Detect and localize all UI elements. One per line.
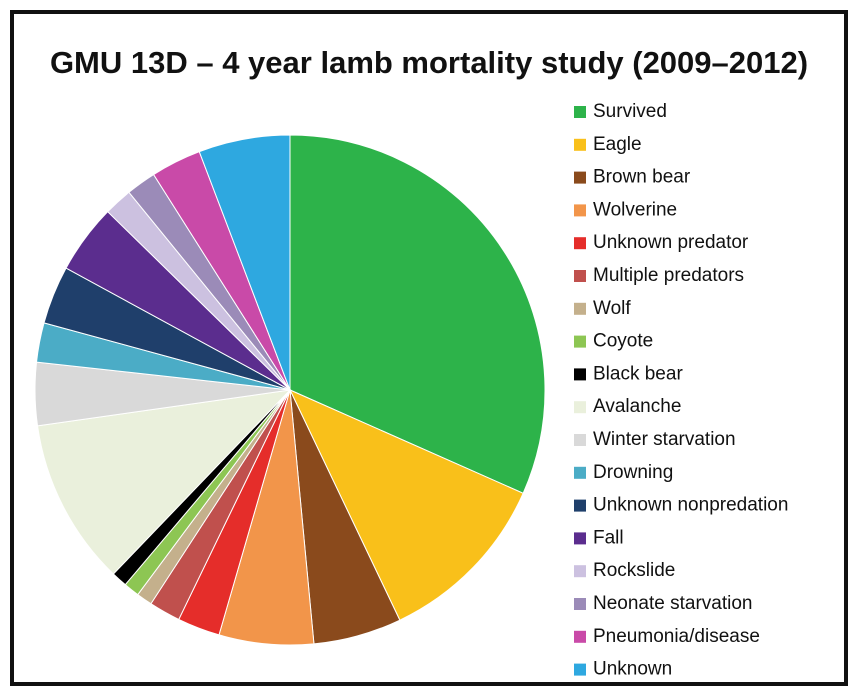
- legend-label: Drowning: [593, 462, 673, 483]
- legend-label: Rockslide: [593, 560, 675, 581]
- legend-label: Eagle: [593, 134, 642, 155]
- legend-swatch: [574, 401, 586, 414]
- legend-label: Wolf: [593, 298, 631, 319]
- legend-swatch: [574, 204, 586, 217]
- legend-swatch: [574, 270, 586, 282]
- pie-slice: [198, 134, 291, 391]
- legend-swatch: [574, 499, 586, 512]
- legend-swatch: [574, 434, 586, 446]
- legend-label: Black bear: [593, 363, 683, 384]
- legend-label: Avalanche: [593, 396, 681, 417]
- legend-label: Unknown predator: [593, 232, 749, 253]
- legend-swatch: [574, 106, 586, 118]
- legend-swatch: [574, 532, 586, 545]
- legend-swatch: [574, 138, 586, 151]
- pie-slice: [288, 388, 524, 621]
- legend-label: Fall: [593, 527, 624, 548]
- legend-label: Neonate starvation: [593, 593, 753, 614]
- legend-label: Brown bear: [593, 167, 691, 188]
- legend-swatch: [574, 663, 586, 676]
- legend-swatch: [574, 237, 586, 250]
- legend-swatch: [574, 368, 586, 381]
- legend-label: Unknown nonpredation: [593, 495, 788, 516]
- legend-label: Coyote: [593, 331, 653, 352]
- legend-swatch: [574, 335, 586, 348]
- legend-label: Wolverine: [593, 199, 677, 220]
- legend-swatch: [574, 565, 586, 578]
- legend-swatch: [574, 171, 586, 184]
- pie-slice: [36, 389, 292, 575]
- legend-swatch: [574, 630, 586, 643]
- legend-label: Survived: [593, 101, 667, 122]
- legend-label: Unknown: [593, 659, 672, 680]
- legend-label: Pneumonia/disease: [593, 626, 760, 647]
- legend-label: Multiple predators: [593, 265, 744, 286]
- legend-swatch: [574, 302, 586, 315]
- legend-swatch: [574, 598, 586, 610]
- legend-label: Winter starvation: [593, 429, 736, 450]
- chart-title: GMU 13D – 4 year lamb mortality study (2…: [50, 45, 808, 80]
- legend-swatch: [574, 466, 586, 479]
- pie-slice: [289, 134, 546, 494]
